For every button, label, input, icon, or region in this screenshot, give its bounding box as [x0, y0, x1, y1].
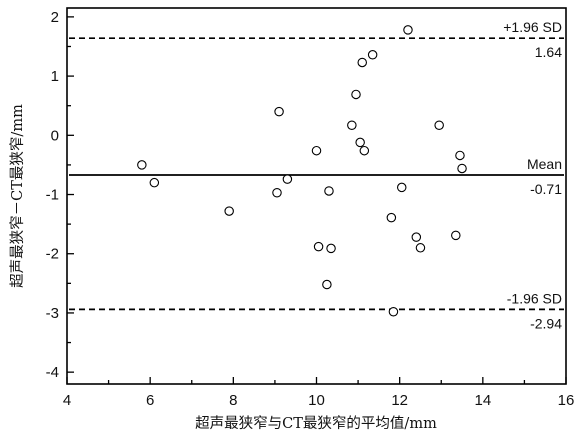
- mean-line-name: Mean: [527, 156, 562, 172]
- x-tick-label: 14: [474, 392, 491, 409]
- data-point: [274, 106, 284, 117]
- data-point: [451, 230, 461, 241]
- data-point: [351, 89, 361, 100]
- y-tick-label: 2: [51, 9, 59, 26]
- data-point: [403, 25, 413, 35]
- reference-lines: +1.96 SD 1.64 Mean -0.71 -1.96 SD -2.94: [69, 19, 564, 331]
- x-tick-label: 4: [63, 392, 71, 409]
- axis-ticks: [66, 16, 567, 384]
- data-point: [224, 206, 234, 216]
- y-tick-label: 1: [51, 68, 59, 85]
- data-point: [324, 186, 334, 196]
- lower-line-name: -1.96 SD: [507, 290, 562, 306]
- data-point: [357, 57, 367, 68]
- data-point: [326, 243, 336, 254]
- data-point: [347, 120, 357, 130]
- x-axis-title: 超声最狭窄与CT最狭窄的平均值/mm: [195, 414, 437, 432]
- data-point: [457, 163, 467, 174]
- data-point: [311, 145, 322, 156]
- data-point: [149, 177, 160, 188]
- data-point: [388, 307, 399, 317]
- data-point: [434, 120, 444, 130]
- mean-line-value: -0.71: [530, 181, 562, 197]
- lower-line-value: -2.94: [530, 315, 562, 331]
- x-tick-label: 8: [229, 392, 237, 409]
- x-tick-label: 10: [308, 392, 325, 409]
- y-axis-title: 超声最狭窄－CT最狭窄/mm: [8, 104, 26, 288]
- data-point: [455, 150, 465, 161]
- x-tick-label: 12: [391, 392, 408, 409]
- plot-frame: [66, 7, 567, 385]
- y-tick-label: -2: [46, 246, 59, 263]
- data-point: [386, 212, 397, 223]
- data-point: [313, 241, 324, 252]
- data-point: [411, 232, 422, 242]
- data-point: [355, 137, 365, 148]
- y-tick-label: -1: [46, 187, 59, 204]
- data-point: [415, 243, 426, 253]
- data-point: [359, 145, 370, 156]
- y-tick-label: -4: [46, 364, 59, 381]
- data-point: [367, 50, 378, 60]
- y-tick-label: 0: [51, 127, 59, 144]
- data-point: [282, 174, 293, 184]
- data-point: [272, 187, 282, 198]
- data-point: [396, 182, 407, 193]
- y-tick-label: -3: [46, 305, 59, 322]
- upper-line-name: +1.96 SD: [503, 19, 562, 35]
- upper-line-value: 1.64: [535, 44, 562, 60]
- data-points: [137, 25, 467, 317]
- x-tick-label: 16: [558, 392, 575, 409]
- data-point: [322, 279, 332, 290]
- data-point: [137, 160, 147, 170]
- x-tick-label: 6: [146, 392, 154, 409]
